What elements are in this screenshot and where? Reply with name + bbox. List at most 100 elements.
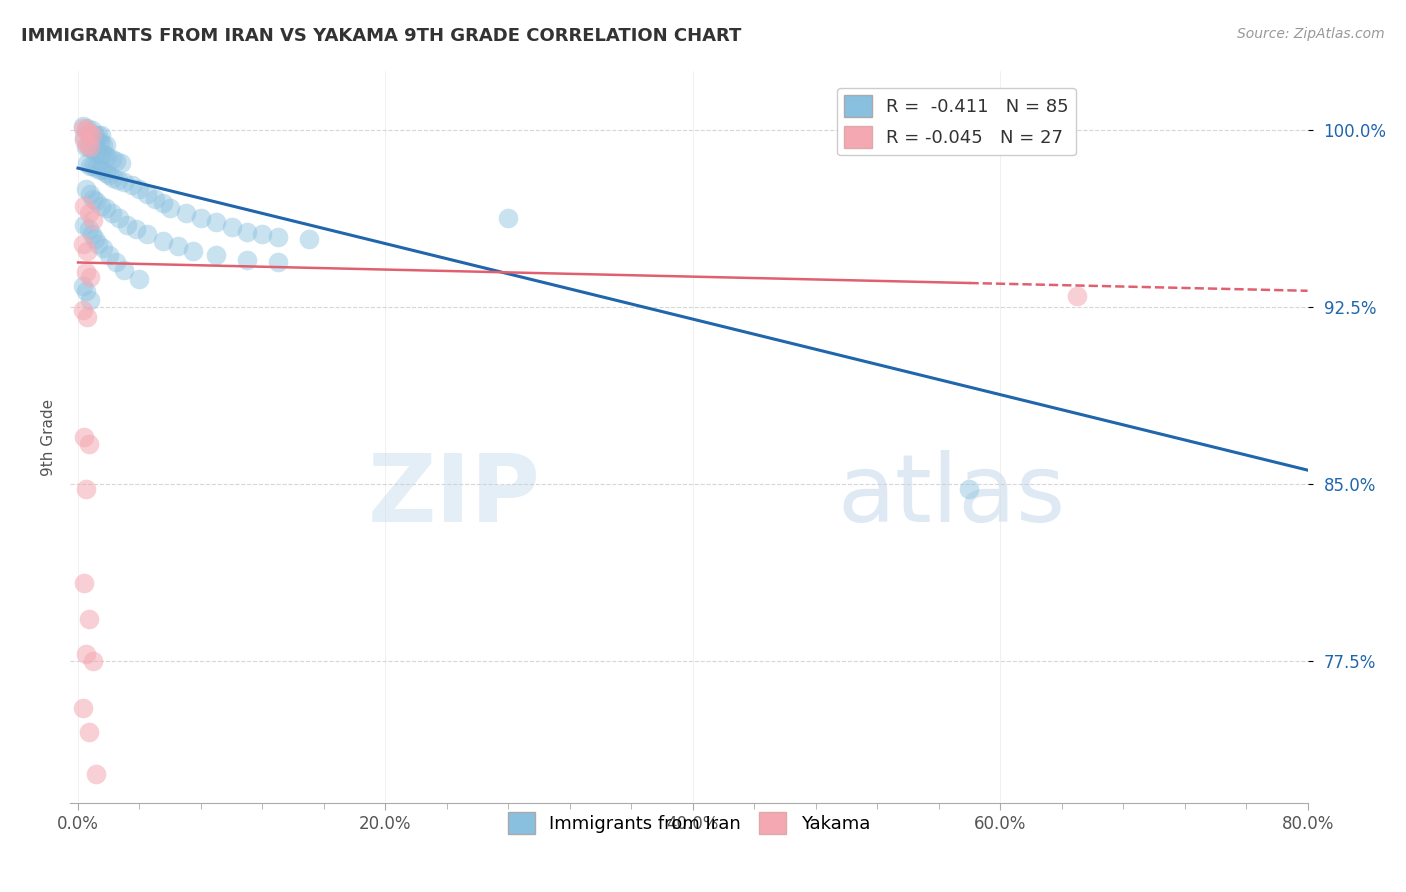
- Point: [267, 229, 290, 244]
- Point: [103, 170, 125, 185]
- Point: [90, 199, 112, 213]
- Point: [86, 767, 108, 781]
- Text: Source: ZipAtlas.com: Source: ZipAtlas.com: [1237, 27, 1385, 41]
- Point: [80, 128, 103, 142]
- Point: [112, 262, 135, 277]
- Point: [205, 248, 228, 262]
- Point: [115, 218, 138, 232]
- Point: [87, 128, 110, 142]
- Point: [108, 211, 131, 225]
- Point: [79, 140, 101, 154]
- Point: [105, 154, 128, 169]
- Point: [80, 142, 103, 156]
- Y-axis label: 9th Grade: 9th Grade: [41, 399, 56, 475]
- Point: [83, 145, 105, 159]
- Text: ZIP: ZIP: [367, 450, 540, 541]
- Point: [76, 120, 98, 135]
- Point: [76, 244, 98, 258]
- Point: [75, 284, 97, 298]
- Point: [82, 654, 104, 668]
- Point: [87, 145, 110, 159]
- Point: [77, 612, 100, 626]
- Point: [159, 201, 181, 215]
- Point: [76, 156, 98, 170]
- Point: [86, 194, 108, 208]
- Point: [86, 133, 108, 147]
- Point: [75, 647, 97, 661]
- Point: [73, 576, 96, 591]
- Point: [75, 482, 97, 496]
- Point: [91, 137, 114, 152]
- Point: [75, 123, 97, 137]
- Point: [94, 137, 117, 152]
- Point: [72, 302, 94, 317]
- Point: [79, 187, 101, 202]
- Point: [82, 133, 104, 147]
- Point: [121, 178, 143, 192]
- Point: [75, 265, 97, 279]
- Point: [77, 140, 100, 154]
- Point: [94, 166, 117, 180]
- Point: [252, 227, 274, 242]
- Point: [136, 187, 159, 202]
- Point: [152, 234, 174, 248]
- Point: [82, 159, 104, 173]
- Point: [73, 133, 96, 147]
- Point: [89, 135, 111, 149]
- Point: [77, 126, 100, 140]
- Point: [77, 437, 100, 451]
- Point: [90, 128, 112, 142]
- Point: [86, 161, 108, 175]
- Point: [91, 163, 114, 178]
- Point: [190, 211, 212, 225]
- Point: [205, 215, 228, 229]
- Point: [297, 232, 319, 246]
- Point: [87, 236, 110, 251]
- Point: [128, 182, 150, 196]
- Point: [101, 206, 124, 220]
- Point: [498, 211, 520, 225]
- Point: [236, 253, 259, 268]
- Point: [125, 222, 148, 236]
- Point: [959, 482, 981, 496]
- Point: [107, 173, 129, 187]
- Point: [79, 159, 101, 173]
- Point: [1066, 288, 1088, 302]
- Point: [97, 168, 120, 182]
- Point: [167, 239, 190, 253]
- Point: [72, 279, 94, 293]
- Point: [77, 126, 100, 140]
- Point: [267, 255, 290, 269]
- Point: [80, 227, 103, 242]
- Point: [82, 192, 104, 206]
- Point: [75, 182, 97, 196]
- Point: [181, 244, 204, 258]
- Point: [236, 225, 259, 239]
- Point: [83, 232, 105, 246]
- Point: [110, 156, 132, 170]
- Point: [73, 199, 96, 213]
- Text: atlas: atlas: [838, 450, 1066, 541]
- Legend: Immigrants from Iran, Yakama: Immigrants from Iran, Yakama: [501, 805, 877, 841]
- Point: [97, 248, 120, 262]
- Point: [143, 192, 166, 206]
- Point: [90, 147, 112, 161]
- Point: [112, 175, 135, 189]
- Point: [105, 255, 128, 269]
- Point: [77, 725, 100, 739]
- Point: [152, 196, 174, 211]
- Point: [77, 222, 100, 236]
- Point: [72, 119, 94, 133]
- Point: [91, 241, 114, 255]
- Point: [73, 218, 96, 232]
- Point: [79, 269, 101, 284]
- Point: [72, 701, 94, 715]
- Point: [174, 206, 197, 220]
- Point: [136, 227, 159, 242]
- Point: [79, 130, 101, 145]
- Point: [73, 430, 96, 444]
- Point: [76, 310, 98, 324]
- Point: [76, 137, 98, 152]
- Point: [80, 123, 103, 137]
- Text: IMMIGRANTS FROM IRAN VS YAKAMA 9TH GRADE CORRELATION CHART: IMMIGRANTS FROM IRAN VS YAKAMA 9TH GRADE…: [21, 27, 741, 45]
